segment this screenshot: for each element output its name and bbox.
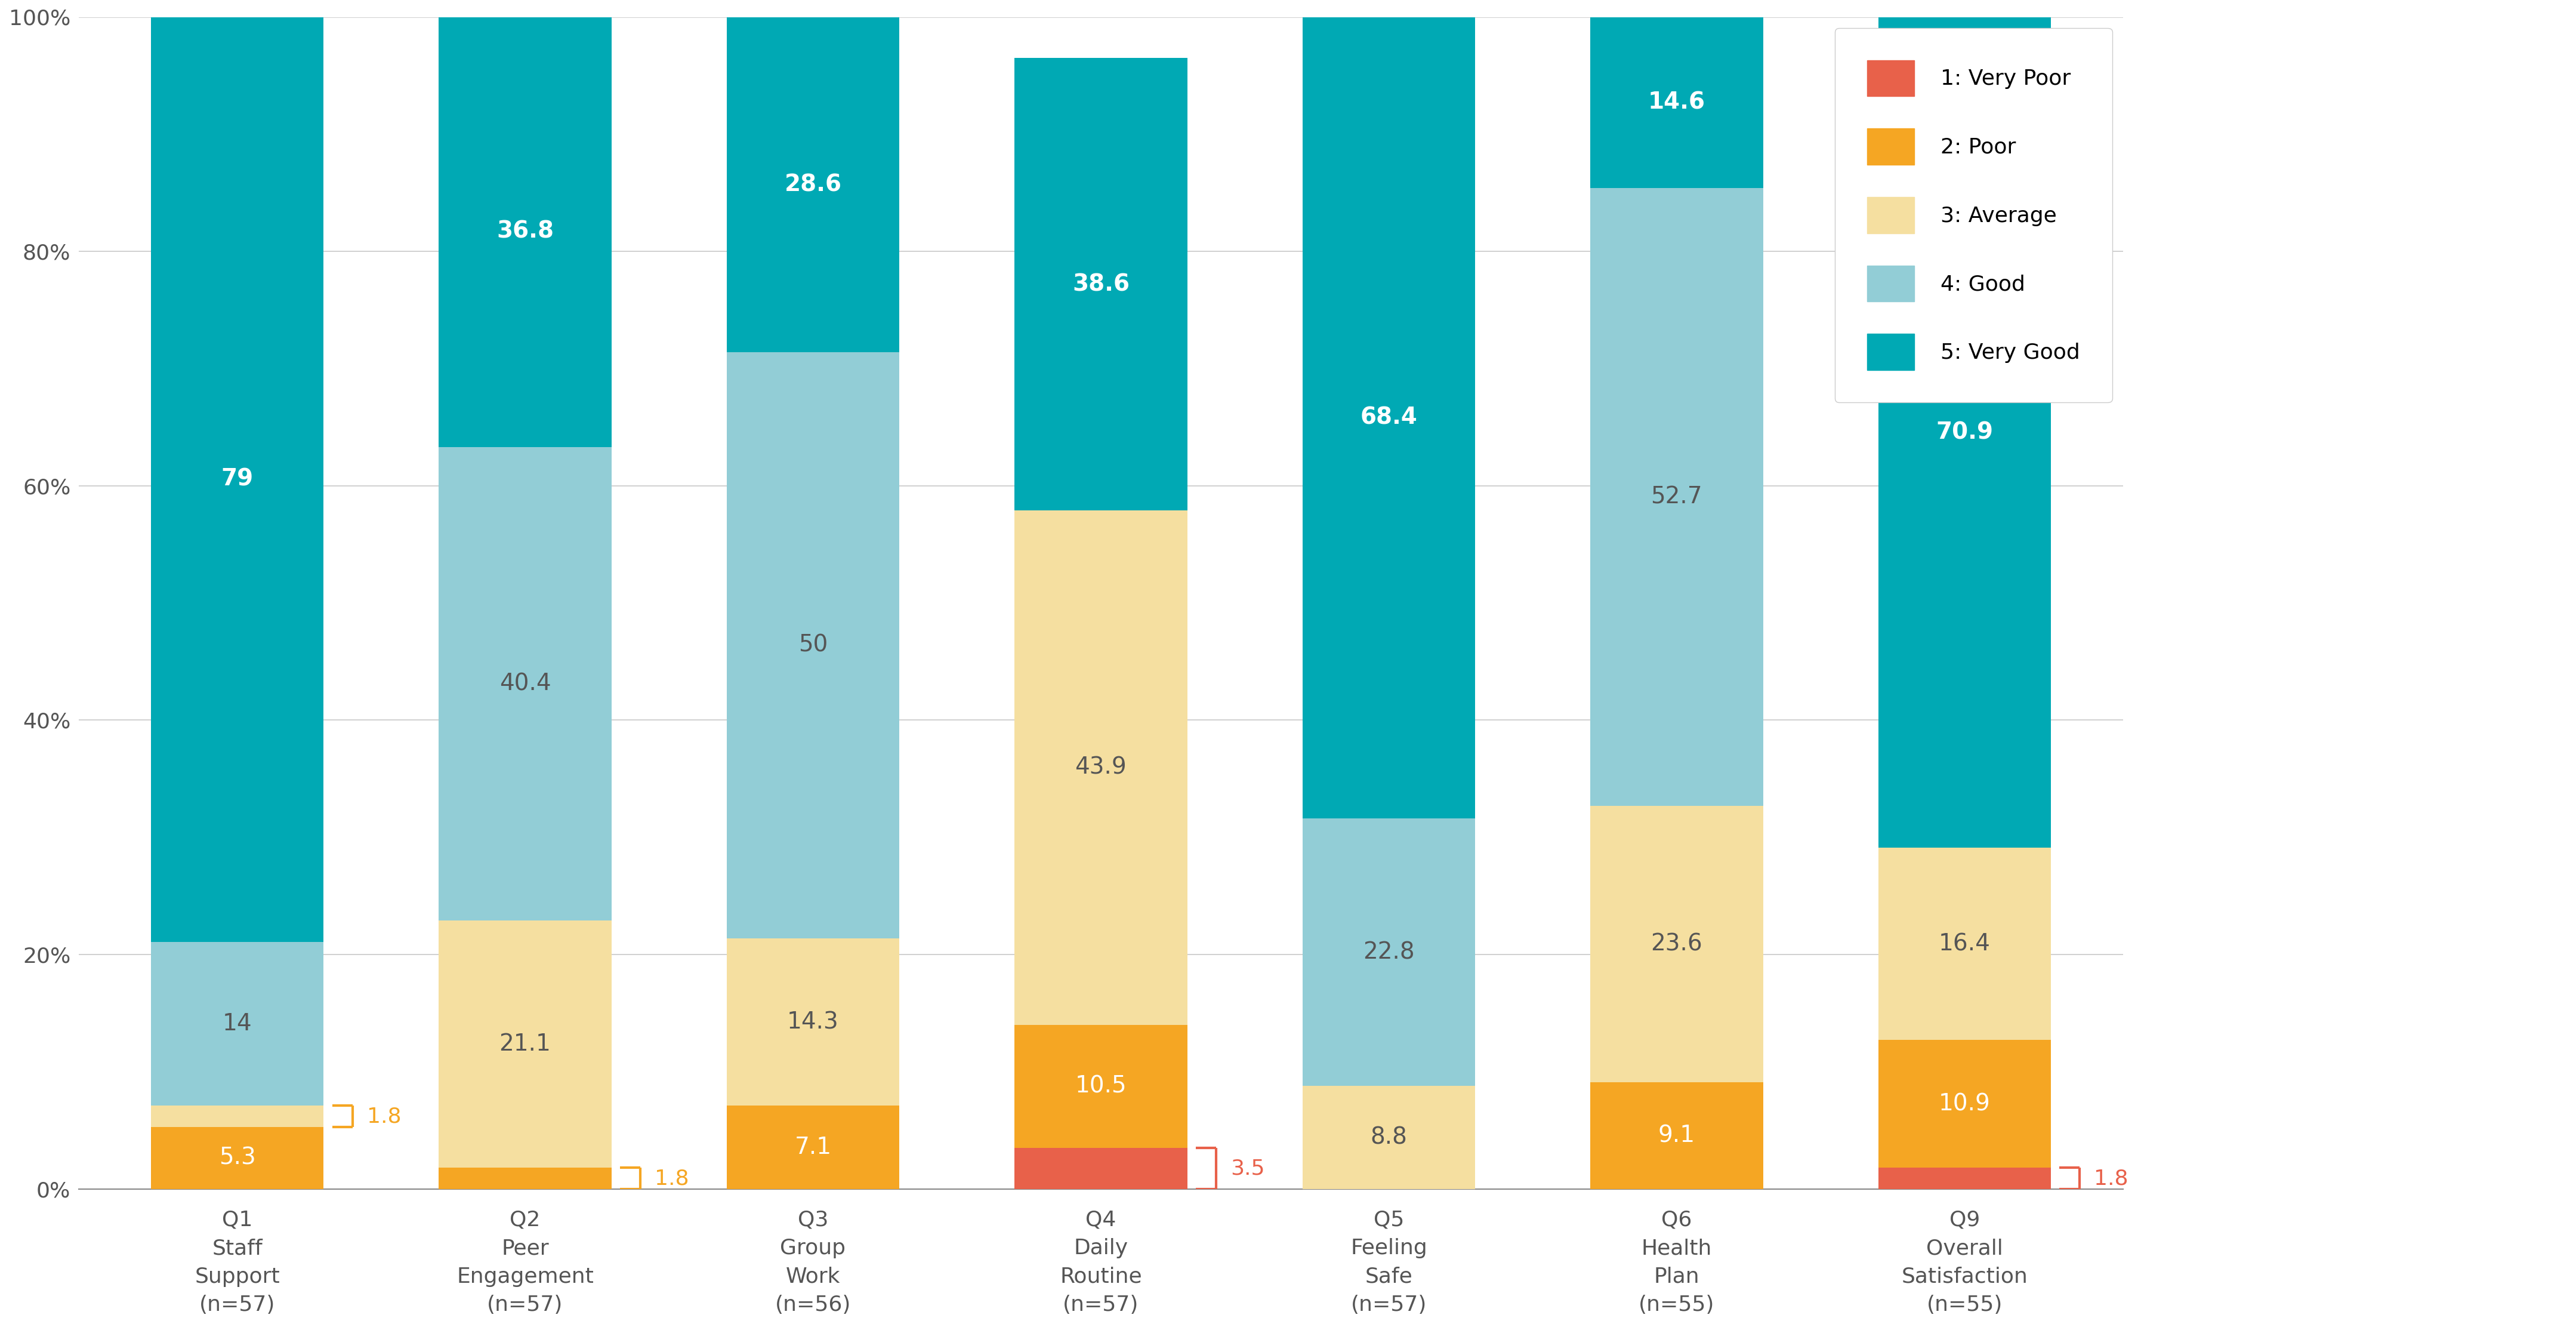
Bar — [152, 1127, 325, 1189]
Legend: 1: Very Poor, 2: Poor, 3: Average, 4: Good, 5: Very Good: 1: Very Poor, 2: Poor, 3: Average, 4: Go… — [1834, 28, 2112, 402]
Text: 10.5: 10.5 — [1074, 1075, 1126, 1098]
Bar — [1303, 1086, 1476, 1189]
Text: 1.8: 1.8 — [654, 1168, 688, 1189]
Bar — [1589, 806, 1762, 1082]
Text: 40.4: 40.4 — [500, 673, 551, 695]
Bar — [152, 941, 325, 1106]
Text: 1.8: 1.8 — [366, 1106, 402, 1127]
Bar — [726, 17, 899, 352]
Text: 5.3: 5.3 — [219, 1147, 255, 1169]
Text: 9.1: 9.1 — [1659, 1124, 1695, 1147]
Bar — [1015, 58, 1188, 511]
Text: 79: 79 — [222, 467, 252, 490]
Text: 43.9: 43.9 — [1074, 756, 1126, 779]
Bar — [1878, 847, 2050, 1041]
Text: 14.6: 14.6 — [1649, 91, 1705, 114]
Text: 50: 50 — [799, 634, 827, 657]
Text: 28.6: 28.6 — [783, 173, 842, 196]
Bar — [152, 16, 325, 941]
Text: 52.7: 52.7 — [1651, 486, 1703, 508]
Bar — [438, 16, 611, 448]
Bar — [1303, 818, 1476, 1086]
Bar — [1589, 1082, 1762, 1189]
Bar — [1878, 1168, 2050, 1189]
Bar — [726, 352, 899, 939]
Bar — [726, 1106, 899, 1189]
Bar — [1015, 1148, 1188, 1189]
Bar — [1589, 17, 1762, 188]
Text: 21.1: 21.1 — [500, 1033, 551, 1055]
Bar — [1015, 511, 1188, 1025]
Bar — [726, 939, 899, 1106]
Text: 36.8: 36.8 — [497, 220, 554, 242]
Text: 70.9: 70.9 — [1937, 421, 1994, 444]
Bar — [1015, 1025, 1188, 1148]
Text: 14: 14 — [222, 1013, 252, 1035]
Text: 8.8: 8.8 — [1370, 1125, 1406, 1149]
Bar — [1878, 1041, 2050, 1168]
Text: 10.9: 10.9 — [1940, 1092, 1991, 1115]
Text: 68.4: 68.4 — [1360, 406, 1417, 429]
Bar — [152, 1106, 325, 1127]
Text: 22.8: 22.8 — [1363, 941, 1414, 964]
Bar — [438, 448, 611, 920]
Text: 1.8: 1.8 — [2094, 1168, 2128, 1189]
Bar — [438, 920, 611, 1168]
Text: 38.6: 38.6 — [1072, 273, 1128, 295]
Text: 3.5: 3.5 — [1231, 1158, 1265, 1178]
Bar — [1303, 17, 1476, 818]
Bar — [1589, 188, 1762, 806]
Text: 16.4: 16.4 — [1940, 932, 1991, 956]
Text: 23.6: 23.6 — [1651, 932, 1703, 956]
Bar — [438, 1168, 611, 1189]
Text: 7.1: 7.1 — [793, 1136, 832, 1158]
Text: 14.3: 14.3 — [788, 1010, 840, 1033]
Bar — [1878, 17, 2050, 847]
